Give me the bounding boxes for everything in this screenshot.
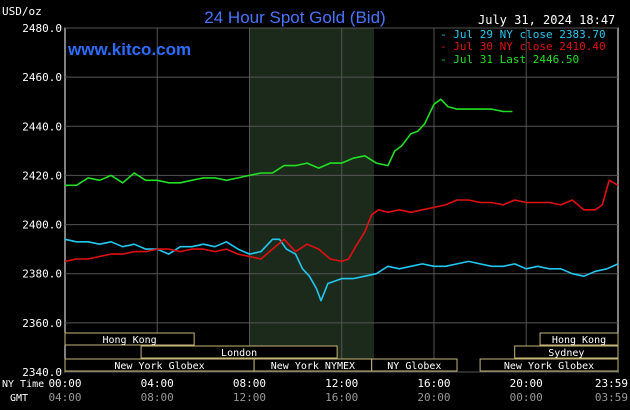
session-label: New York Globex (504, 361, 594, 372)
y-tick-label: 2340.0 (22, 366, 62, 379)
session-label: NY Globex (387, 361, 441, 372)
legend-jul31: - Jul 31 Last 2446.50 (440, 53, 579, 66)
x-tick-gmt: 20:00 (417, 391, 450, 404)
session-box (64, 332, 195, 346)
nymex-band (249, 28, 375, 372)
session-box (514, 345, 619, 359)
x-tick-gmt: 00:00 (510, 391, 543, 404)
date-stamp: July 31, 2024 18:47 (478, 13, 615, 27)
session-box (479, 358, 619, 372)
session-box (140, 345, 338, 359)
ny-time-label: NY Time (2, 379, 44, 390)
x-tick-gmt: 16:00 (325, 391, 358, 404)
x-tick-gmt: 03:59 (595, 391, 628, 404)
legend-jul30: - Jul 30 NY close 2410.40 (440, 40, 606, 53)
series-line (64, 238, 619, 302)
x-tick-gmt: 08:00 (141, 391, 174, 404)
x-tick-ny: 04:00 (141, 377, 174, 390)
y-unit-label: USD/oz (2, 5, 42, 18)
y-tick-label: 2460.0 (22, 71, 62, 84)
session-box (539, 332, 619, 346)
y-tick-label: 2380.0 (22, 268, 62, 281)
y-tick-label: 2420.0 (22, 169, 62, 182)
gmt-label: GMT (10, 393, 28, 404)
x-tick-gmt: 04:00 (48, 391, 81, 404)
x-tick-ny: 16:00 (417, 377, 450, 390)
session-label: New York Globex (114, 361, 204, 372)
y-tick-label: 2480.0 (22, 22, 62, 35)
series-line (65, 98, 513, 187)
legend-jul29: - Jul 29 NY close 2383.70 (440, 28, 606, 41)
x-tick-ny: 23:59 (595, 377, 628, 390)
x-tick-ny: 20:00 (510, 377, 543, 390)
x-tick-gmt: 12:00 (233, 391, 266, 404)
session-label: London (221, 348, 257, 359)
x-tick-ny: 08:00 (233, 377, 266, 390)
y-tick-label: 2440.0 (22, 120, 62, 133)
session-box (371, 358, 458, 372)
y-tick-label: 2400.0 (22, 219, 62, 232)
session-label: Hong Kong (552, 335, 606, 346)
session-label: Sydney (548, 348, 584, 359)
x-tick-ny: 00:00 (48, 377, 81, 390)
x-tick-ny: 12:00 (325, 377, 358, 390)
watermark: www.kitco.com (67, 40, 191, 59)
session-label: Hong Kong (102, 335, 156, 346)
y-tick-label: 2360.0 (22, 317, 62, 330)
chart-title: 24 Hour Spot Gold (Bid) (204, 8, 385, 27)
session-label: New York NYMEX (271, 361, 355, 372)
series-line (64, 179, 619, 263)
